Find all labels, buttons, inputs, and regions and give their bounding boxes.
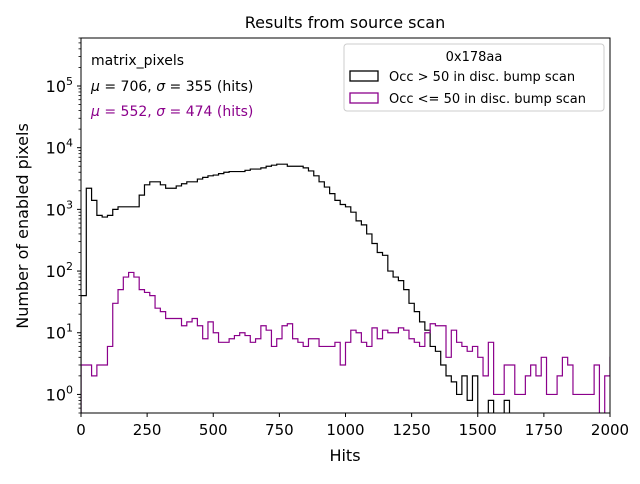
legend-swatch-occ-le-50 xyxy=(349,92,379,104)
x-tick-label: 1000 xyxy=(326,421,364,439)
x-tick-label: 2000 xyxy=(591,421,629,439)
chart-title: Results from source scan xyxy=(245,13,445,32)
x-axis-label: Hits xyxy=(329,446,360,465)
legend-label-occ-gt-50: Occ > 50 in disc. bump scan xyxy=(389,70,575,85)
y-tick-label: 101 xyxy=(46,322,73,343)
axes-layer: 0 250 500 750 1000 1250 1500 1750 2000 100 101 102 1… xyxy=(46,37,629,439)
series-step-line xyxy=(81,163,511,413)
y-tick-label: 100 xyxy=(46,383,73,404)
y-tick-label: 104 xyxy=(46,137,73,158)
x-tick-label: 1750 xyxy=(525,421,563,439)
histogram-layer xyxy=(81,163,610,413)
x-tick-label: 1250 xyxy=(393,421,431,439)
y-axis-label: Number of enabled pixels xyxy=(13,123,32,329)
annotation-name: matrix_pixels xyxy=(91,53,184,69)
series-step-line xyxy=(81,271,610,413)
series-occ-gt-50 xyxy=(81,163,511,413)
legend: 0x178aa Occ > 50 in disc. bump scan Occ … xyxy=(343,43,605,112)
legend-swatch-occ-gt-50 xyxy=(349,70,379,82)
annotation-stats-second: μ = 552, σ = 474 (hits) xyxy=(90,104,253,120)
legend-frame xyxy=(343,43,605,112)
x-tick-label: 250 xyxy=(133,421,162,439)
legend-title: 0x178aa xyxy=(446,50,503,65)
x-tick-label: 1500 xyxy=(459,421,497,439)
x-tick-label: 500 xyxy=(199,421,228,439)
y-tick-label: 102 xyxy=(46,260,73,281)
y-tick-label: 103 xyxy=(46,198,73,219)
x-tick-label: 750 xyxy=(265,421,294,439)
x-tick-label: 0 xyxy=(76,421,86,439)
annotation-stats-first: μ = 706, σ = 355 (hits) xyxy=(90,79,253,95)
legend-label-occ-le-50: Occ <= 50 in disc. bump scan xyxy=(389,92,586,107)
y-tick-label: 105 xyxy=(46,75,73,96)
series-occ-le-50 xyxy=(81,271,610,413)
